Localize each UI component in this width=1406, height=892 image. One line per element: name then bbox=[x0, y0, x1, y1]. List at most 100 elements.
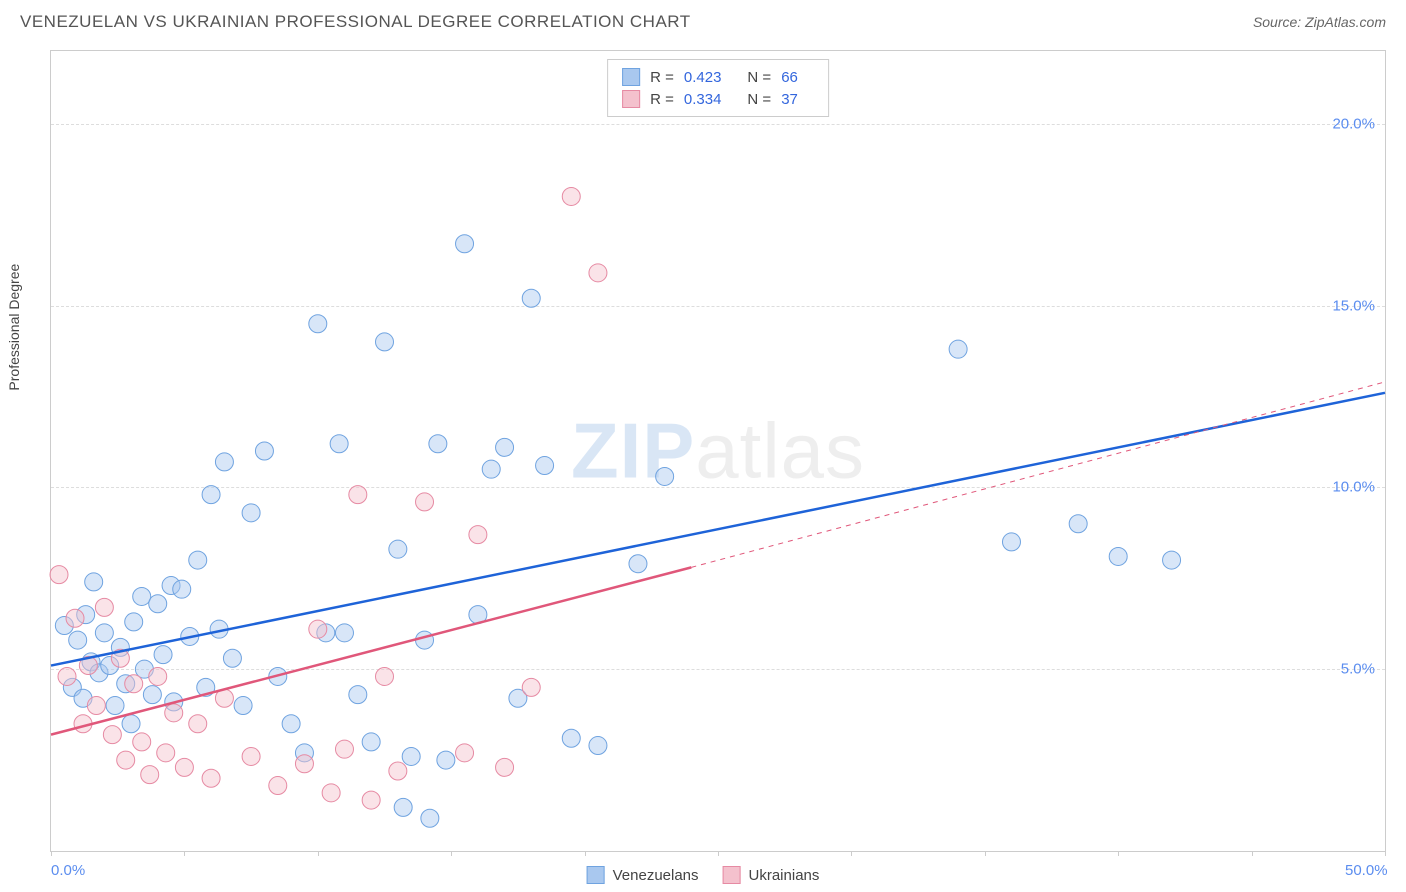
scatter-point bbox=[330, 435, 348, 453]
scatter-point bbox=[456, 235, 474, 253]
scatter-point bbox=[58, 667, 76, 685]
stats-row-series2: R = 0.334 N = 37 bbox=[622, 88, 814, 110]
legend-item-series2: Ukrainians bbox=[723, 866, 820, 884]
scatter-point bbox=[215, 453, 233, 471]
x-axis-label: 0.0% bbox=[51, 862, 85, 879]
legend-label-series2: Ukrainians bbox=[749, 867, 820, 884]
swatch-series1-legend bbox=[587, 866, 605, 884]
scatter-point bbox=[66, 609, 84, 627]
scatter-point bbox=[421, 809, 439, 827]
scatter-point bbox=[103, 726, 121, 744]
scatter-point bbox=[416, 631, 434, 649]
regression-extrapolation bbox=[691, 382, 1385, 567]
scatter-point bbox=[50, 566, 68, 584]
scatter-point bbox=[335, 624, 353, 642]
y-axis-label: Professional Degree bbox=[6, 264, 22, 391]
scatter-point bbox=[295, 755, 313, 773]
x-tick bbox=[318, 851, 319, 856]
scatter-point bbox=[482, 460, 500, 478]
swatch-series1 bbox=[622, 68, 640, 86]
scatter-point bbox=[416, 493, 434, 511]
scatter-point bbox=[1109, 547, 1127, 565]
scatter-point bbox=[389, 762, 407, 780]
scatter-point bbox=[1002, 533, 1020, 551]
chart-title: VENEZUELAN VS UKRAINIAN PROFESSIONAL DEG… bbox=[20, 12, 691, 32]
scatter-point bbox=[402, 747, 420, 765]
scatter-point bbox=[429, 435, 447, 453]
x-tick bbox=[851, 851, 852, 856]
bottom-legend: Venezuelans Ukrainians bbox=[587, 866, 820, 884]
chart-plot-area: ZIPatlas 5.0%10.0%15.0%20.0% R = 0.423 N… bbox=[50, 50, 1386, 852]
regression-line bbox=[51, 393, 1385, 666]
stats-row-series1: R = 0.423 N = 66 bbox=[622, 66, 814, 88]
scatter-point bbox=[157, 744, 175, 762]
scatter-point bbox=[106, 697, 124, 715]
scatter-point bbox=[496, 438, 514, 456]
scatter-point bbox=[175, 758, 193, 776]
scatter-point bbox=[522, 289, 540, 307]
legend-item-series1: Venezuelans bbox=[587, 866, 699, 884]
scatter-point bbox=[1163, 551, 1181, 569]
scatter-point bbox=[87, 697, 105, 715]
scatter-point bbox=[376, 667, 394, 685]
x-tick bbox=[1252, 851, 1253, 856]
x-tick bbox=[1385, 851, 1386, 856]
x-tick bbox=[1118, 851, 1119, 856]
scatter-point bbox=[117, 751, 135, 769]
scatter-point bbox=[562, 187, 580, 205]
scatter-point bbox=[656, 467, 674, 485]
scatter-point bbox=[522, 678, 540, 696]
x-tick bbox=[451, 851, 452, 856]
scatter-point bbox=[223, 649, 241, 667]
scatter-point bbox=[255, 442, 273, 460]
scatter-point bbox=[309, 315, 327, 333]
scatter-point bbox=[362, 791, 380, 809]
scatter-point bbox=[234, 697, 252, 715]
scatter-point bbox=[394, 798, 412, 816]
scatter-point bbox=[349, 486, 367, 504]
scatter-point bbox=[165, 704, 183, 722]
scatter-point bbox=[589, 264, 607, 282]
x-tick bbox=[985, 851, 986, 856]
scatter-point bbox=[536, 457, 554, 475]
swatch-series2-legend bbox=[723, 866, 741, 884]
x-tick bbox=[718, 851, 719, 856]
scatter-point bbox=[173, 580, 191, 598]
scatter-point bbox=[133, 733, 151, 751]
scatter-point bbox=[269, 777, 287, 795]
scatter-point bbox=[122, 715, 140, 733]
scatter-point bbox=[95, 598, 113, 616]
x-tick bbox=[51, 851, 52, 856]
scatter-point bbox=[189, 715, 207, 733]
x-tick bbox=[184, 851, 185, 856]
scatter-point bbox=[125, 675, 143, 693]
scatter-point bbox=[1069, 515, 1087, 533]
scatter-point bbox=[349, 686, 367, 704]
scatter-point bbox=[309, 620, 327, 638]
scatter-point bbox=[562, 729, 580, 747]
scatter-point bbox=[69, 631, 87, 649]
scatter-point bbox=[362, 733, 380, 751]
stats-legend-box: R = 0.423 N = 66 R = 0.334 N = 37 bbox=[607, 59, 829, 117]
scatter-point bbox=[437, 751, 455, 769]
swatch-series2 bbox=[622, 90, 640, 108]
scatter-point bbox=[322, 784, 340, 802]
x-axis-label: 50.0% bbox=[1345, 862, 1388, 879]
scatter-point bbox=[133, 587, 151, 605]
scatter-point bbox=[376, 333, 394, 351]
scatter-point bbox=[125, 613, 143, 631]
scatter-point bbox=[496, 758, 514, 776]
legend-label-series1: Venezuelans bbox=[613, 867, 699, 884]
scatter-point bbox=[456, 744, 474, 762]
scatter-point bbox=[202, 769, 220, 787]
scatter-point bbox=[282, 715, 300, 733]
source-attribution: Source: ZipAtlas.com bbox=[1253, 14, 1386, 30]
scatter-point bbox=[189, 551, 207, 569]
scatter-point bbox=[335, 740, 353, 758]
scatter-point bbox=[629, 555, 647, 573]
scatter-point bbox=[589, 737, 607, 755]
scatter-point bbox=[389, 540, 407, 558]
scatter-point bbox=[242, 504, 260, 522]
scatter-point bbox=[149, 595, 167, 613]
scatter-point bbox=[85, 573, 103, 591]
